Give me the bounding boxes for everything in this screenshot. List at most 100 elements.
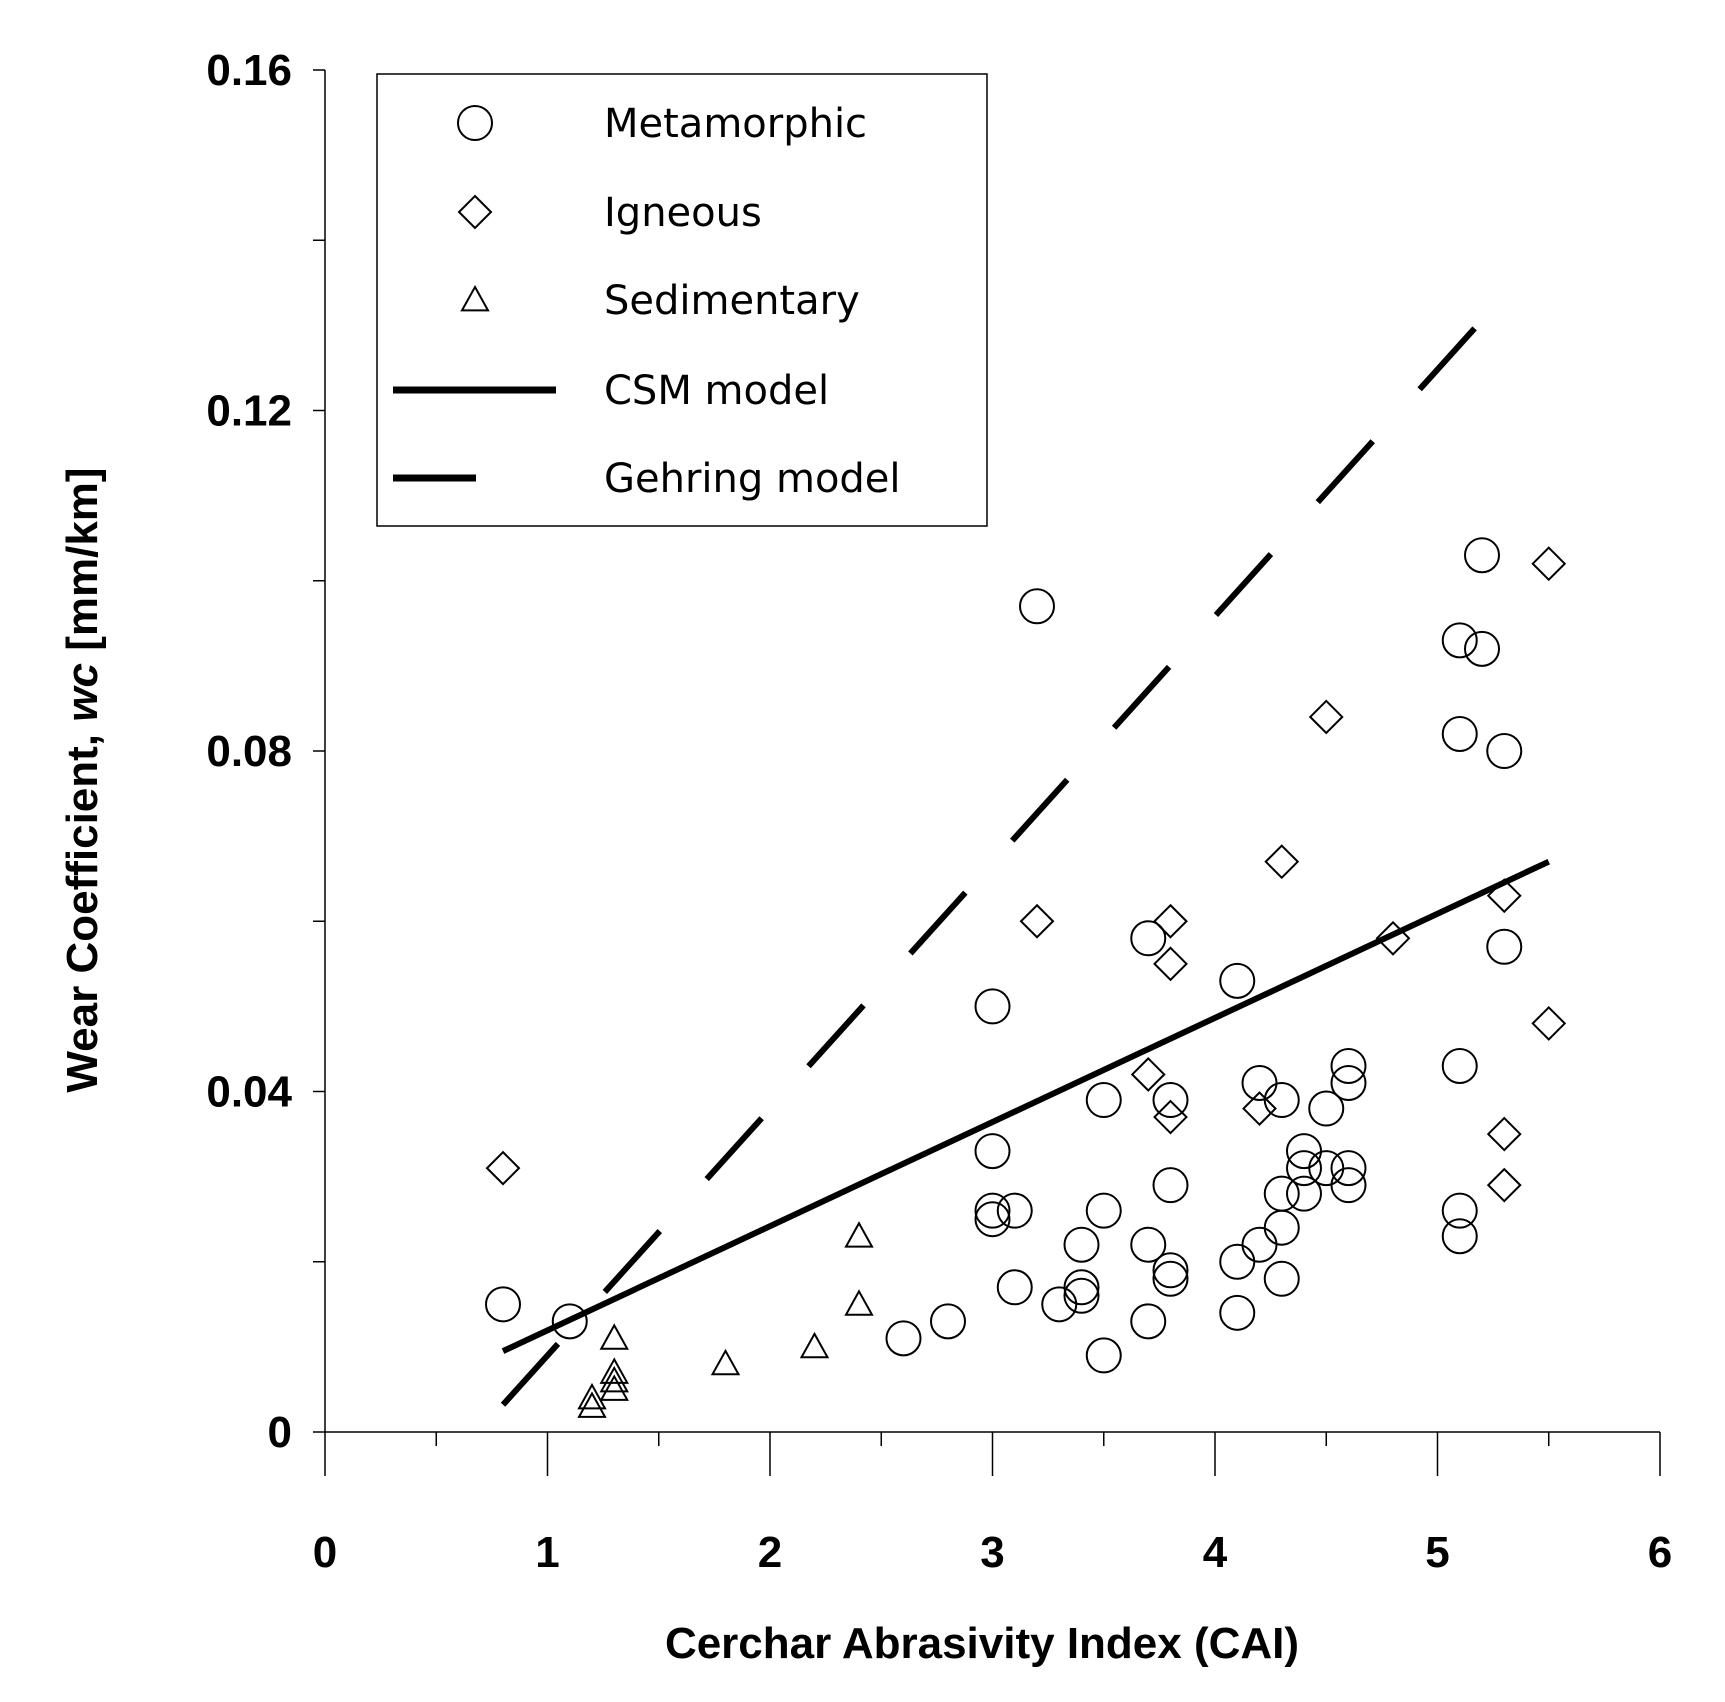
legend: Metamorphic Igneous Sedimentary CSM model Ge…: [376, 73, 988, 527]
metamorphic-point: [996, 1269, 1033, 1306]
igneous-point: [1531, 546, 1567, 582]
gehring-model-line: [500, 293, 1507, 1407]
metamorphic-point: [1263, 1260, 1300, 1297]
metamorphic-point: [1441, 622, 1478, 659]
igneous-point: [1486, 1116, 1522, 1152]
metamorphic-point: [1130, 920, 1167, 957]
sedimentary-point: [599, 1365, 629, 1393]
metamorphic-point: [1464, 630, 1500, 667]
igneous-point: [1375, 920, 1411, 956]
metamorphic-point: [1330, 1167, 1367, 1204]
metamorphic-point: [1241, 1064, 1278, 1101]
metamorphic-point: [1152, 1252, 1189, 1289]
sedimentary-point: [710, 1348, 741, 1376]
igneous-point: [1264, 844, 1300, 880]
metamorphic-point: [1486, 928, 1523, 965]
metamorphic-point: [885, 1320, 922, 1357]
csm-model-line: [501, 858, 1551, 1354]
x-tick-label: 3: [980, 1528, 1004, 1577]
legend-label-sedimentary: Sedimentary: [604, 278, 860, 324]
metamorphic-point: [1085, 1337, 1122, 1374]
metamorphic-point: [1219, 1243, 1256, 1280]
metamorphic-point: [1441, 1192, 1478, 1229]
x-tick-label: 2: [758, 1528, 782, 1577]
data-markers: [485, 537, 1567, 1418]
metamorphic-point: [1308, 1090, 1345, 1127]
metamorphic-point: [1241, 1226, 1278, 1263]
metamorphic-point: [1152, 1167, 1189, 1204]
metamorphic-point: [1063, 1269, 1100, 1306]
igneous-point: [1130, 1057, 1166, 1092]
metamorphic-point: [1219, 962, 1256, 999]
igneous-point: [1308, 699, 1344, 735]
igneous-point: [1486, 878, 1522, 914]
metamorphic-point: [930, 1303, 966, 1340]
metamorphic-point: [1130, 1303, 1167, 1340]
metamorphic-point: [1063, 1226, 1100, 1263]
x-tick-label: 4: [1203, 1528, 1228, 1577]
legend-label-gehring-model: Gehring model: [604, 456, 901, 502]
x-tick-label: 5: [1425, 1528, 1449, 1577]
metamorphic-point: [1041, 1286, 1078, 1323]
legend-sedimentary-symbol: [460, 284, 490, 312]
legend-box: [376, 73, 988, 527]
metamorphic-point: [1019, 588, 1055, 625]
axes: 0 0.04 0.08 0.12 0.16 0 1 2 3 4 5 6: [206, 46, 1672, 1577]
y-tick-label: 0.04: [206, 1068, 292, 1117]
metamorphic-point: [1464, 537, 1500, 574]
metamorphic-point: [551, 1303, 588, 1340]
x-tick-label: 0: [313, 1528, 337, 1577]
metamorphic-point: [1063, 1277, 1100, 1314]
metamorphic-point: [1085, 1082, 1122, 1119]
x-tick-label: 1: [535, 1528, 559, 1577]
metamorphic-point: [1130, 1226, 1167, 1263]
legend-metamorphic-symbol: [457, 105, 493, 141]
legend-label-metamorphic: Metamorphic: [604, 101, 867, 147]
sedimentary-point: [799, 1331, 830, 1359]
sedimentary-point: [844, 1221, 874, 1248]
y-axis-label-italic: wc: [58, 663, 107, 722]
sedimentary-point: [577, 1382, 607, 1410]
igneous-point: [1531, 1005, 1567, 1041]
metamorphic-point: [1286, 1150, 1322, 1187]
y-tick-label: 0.16: [206, 46, 292, 95]
y-tick-label: 0.12: [206, 387, 292, 436]
igneous-point: [1153, 946, 1188, 982]
metamorphic-point: [1219, 1294, 1256, 1331]
legend-label-csm-model: CSM model: [604, 368, 829, 414]
y-tick-label: 0.08: [206, 727, 292, 776]
legend-label-igneous: Igneous: [604, 190, 762, 236]
sedimentary-point: [844, 1289, 874, 1316]
igneous-point: [485, 1150, 521, 1186]
metamorphic-point: [1085, 1192, 1122, 1229]
metamorphic-point: [1441, 1047, 1478, 1084]
metamorphic-point: [1330, 1150, 1367, 1187]
y-axis-label: Wear Coefficient, wc [mm/km]: [58, 467, 107, 1092]
metamorphic-point: [1286, 1175, 1322, 1212]
igneous-point: [1153, 1099, 1188, 1135]
metamorphic-point: [996, 1192, 1033, 1229]
metamorphic-point: [1263, 1082, 1300, 1119]
igneous-point: [1019, 903, 1055, 939]
y-axis-label-prefix: Wear Coefficient,: [58, 722, 107, 1093]
metamorphic-point: [1263, 1209, 1300, 1246]
igneous-point: [1486, 1167, 1522, 1203]
metamorphic-point: [1330, 1047, 1367, 1084]
sedimentary-point: [599, 1374, 629, 1401]
sedimentary-point: [599, 1323, 629, 1350]
x-tick-label: 6: [1648, 1528, 1672, 1577]
sedimentary-point: [577, 1391, 607, 1418]
metamorphic-point: [974, 988, 1011, 1025]
model-lines: [500, 293, 1551, 1407]
legend-items: Metamorphic Igneous Sedimentary CSM model Ge…: [393, 101, 901, 502]
metamorphic-point: [485, 1286, 521, 1323]
igneous-point: [1242, 1091, 1277, 1126]
metamorphic-point: [1441, 715, 1478, 752]
metamorphic-point: [1152, 1082, 1189, 1119]
y-tick-label: 0: [268, 1408, 292, 1457]
metamorphic-point: [1152, 1260, 1189, 1297]
x-axis-label: Cerchar Abrasivity Index (CAI): [665, 1619, 1299, 1668]
metamorphic-point: [1330, 1064, 1367, 1101]
metamorphic-point: [1486, 733, 1523, 769]
